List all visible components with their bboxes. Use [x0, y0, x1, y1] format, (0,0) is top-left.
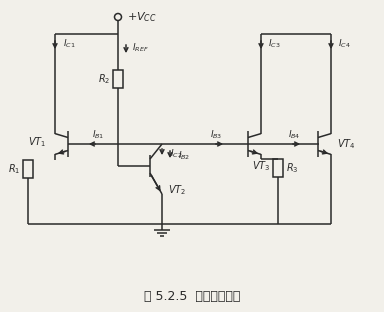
Text: $VT_3$: $VT_3$ [252, 159, 270, 173]
Bar [273, 159, 283, 178]
Text: $VT_4$: $VT_4$ [337, 137, 356, 151]
Text: $I_{REF}$: $I_{REF}$ [132, 42, 148, 54]
Text: $R_3$: $R_3$ [286, 162, 298, 175]
Text: $R_1$: $R_1$ [8, 163, 20, 176]
Text: $I_{B3}$: $I_{B3}$ [210, 129, 222, 141]
Text: $VT_2$: $VT_2$ [168, 183, 186, 197]
Circle shape [114, 13, 121, 21]
Text: $I_{C4}$: $I_{C4}$ [338, 38, 350, 50]
Text: 图 5.2.5  多路偏置电路: 图 5.2.5 多路偏置电路 [144, 290, 240, 303]
Text: $I_{C2}$: $I_{C2}$ [170, 148, 182, 160]
Bar [113, 70, 123, 88]
Text: $I_{B2}$: $I_{B2}$ [178, 150, 190, 162]
Text: $VT_1$: $VT_1$ [28, 135, 46, 149]
Text: $R_2$: $R_2$ [98, 72, 110, 86]
Text: $I_{C1}$: $I_{C1}$ [63, 38, 75, 50]
Text: $+V_{CC}$: $+V_{CC}$ [127, 10, 157, 24]
Text: $I_{B1}$: $I_{B1}$ [92, 129, 104, 141]
Text: $I_{B4}$: $I_{B4}$ [288, 129, 300, 141]
Text: $I_{C3}$: $I_{C3}$ [268, 38, 280, 50]
Bar [23, 160, 33, 178]
